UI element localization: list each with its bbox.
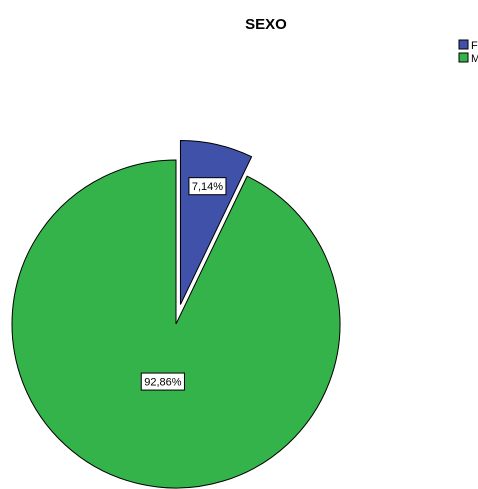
legend-swatch-f [458,39,469,50]
data-label-f: 7,14% [192,181,223,193]
legend-label-m: M [471,53,478,65]
pie-slices [11,140,341,489]
chart-title: SEXO [245,16,287,33]
data-labels: 7,14% 92,86% [140,177,227,391]
data-label-m: 92,86% [144,377,182,389]
legend: FM [458,39,478,65]
data-label-box-f [188,177,227,196]
data-label-box-m [140,372,185,391]
legend-label-f: F [471,40,478,52]
pie-slice-m [11,159,341,489]
legend-swatch-m [458,52,469,63]
